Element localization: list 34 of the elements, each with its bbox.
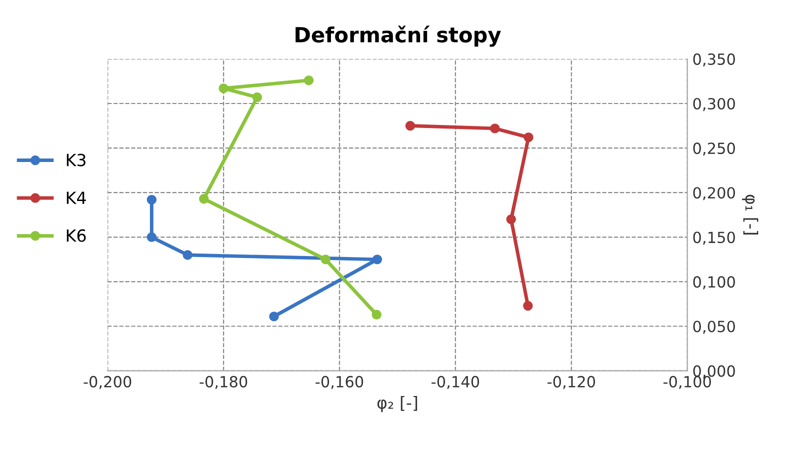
point xyxy=(252,92,262,102)
point xyxy=(490,124,500,134)
y-tick-label: 0,300 xyxy=(693,98,735,112)
point xyxy=(218,83,228,94)
legend-label: K4 xyxy=(66,192,86,204)
point xyxy=(182,250,192,260)
y-tick-label: 0,100 xyxy=(693,276,735,290)
point xyxy=(146,232,157,242)
point xyxy=(405,120,416,131)
x-tick-label: -0,160 xyxy=(316,376,364,390)
x-axis-title: φ₂ [-] xyxy=(377,396,418,412)
y-tick-label: 0,200 xyxy=(693,187,735,200)
y-tick-label: 0,350 xyxy=(693,53,735,67)
y-tick-label: 0,050 xyxy=(693,320,735,334)
point xyxy=(320,254,330,264)
legend-label: K6 xyxy=(66,229,86,242)
x-tick-label: -0,120 xyxy=(548,376,596,390)
x-tick-label: -0,200 xyxy=(84,376,132,390)
point xyxy=(198,194,209,204)
x-tick-label: -0,140 xyxy=(432,376,480,390)
point xyxy=(523,300,533,311)
chart-title: Deformační stopy xyxy=(296,26,501,47)
y-tick-label: 0,150 xyxy=(693,232,735,245)
point xyxy=(372,310,382,320)
y-tick-label: 0,250 xyxy=(693,142,735,156)
point xyxy=(506,214,516,224)
point xyxy=(146,194,157,205)
point xyxy=(372,254,382,264)
legend-label: K3 xyxy=(66,154,86,166)
y-axis-title: φ₁ [-] xyxy=(742,194,758,234)
point xyxy=(524,132,534,142)
x-tick-label: -0,180 xyxy=(200,376,248,390)
point xyxy=(304,75,314,86)
point xyxy=(269,312,279,322)
